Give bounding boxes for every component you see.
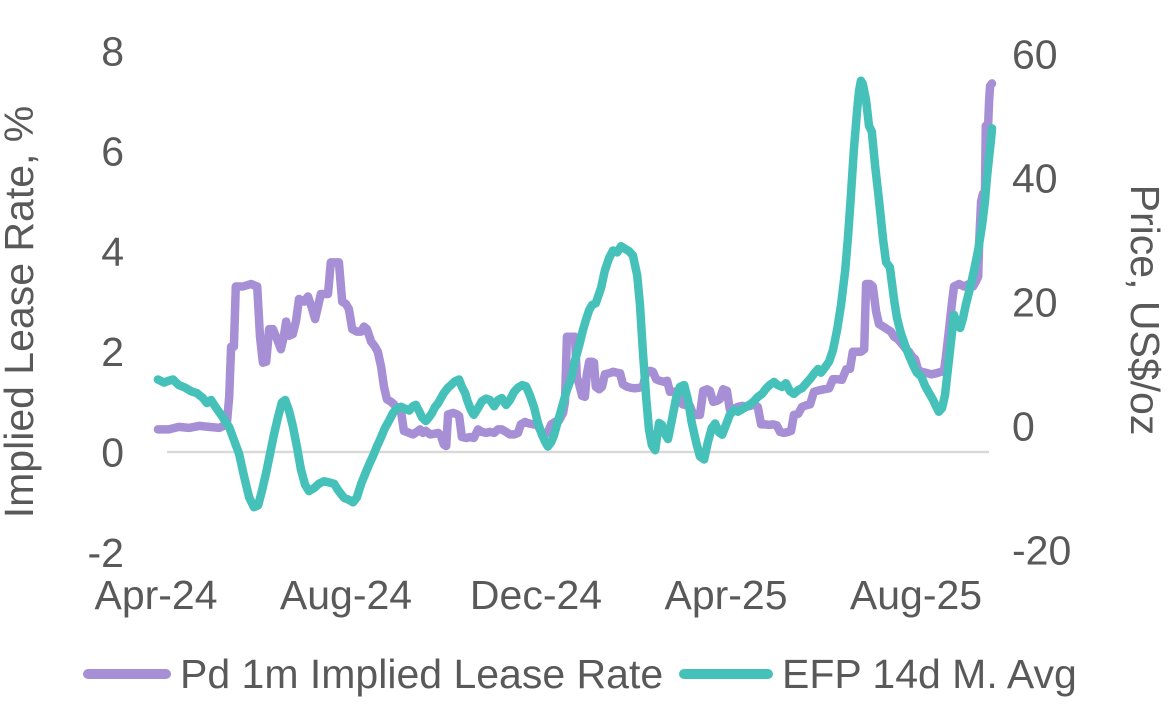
right-axis-title: Price, US$/oz (1122, 185, 1168, 436)
left-axis-tick-label: 2 (101, 329, 124, 375)
right-axis-tick-label: 20 (1012, 280, 1058, 326)
right-axis-tick-label: 0 (1012, 404, 1035, 450)
left-axis-tick-labels: 8 6 4 2 0 -2 (88, 28, 124, 576)
x-axis-tick-label: Aug-24 (280, 572, 412, 618)
x-axis-tick-label: Apr-25 (664, 572, 787, 618)
series-line-lease-rate (153, 79, 997, 451)
legend-item: Pd 1m Implied Lease Rate (83, 651, 663, 697)
x-axis-tick-label: Dec-24 (470, 572, 602, 618)
legend-item-label: Pd 1m Implied Lease Rate (180, 651, 663, 697)
legend-item: EFP 14d M. Avg (679, 651, 1077, 697)
left-axis-tick-label: 6 (101, 129, 124, 175)
left-axis-title: Implied Lease Rate, % (0, 106, 42, 519)
left-axis-tick-label: 0 (101, 430, 124, 476)
x-axis-tick-labels: Apr-24 Aug-24 Dec-24 Apr-25 Aug-25 (94, 572, 982, 618)
right-axis-tick-labels: 60 40 20 0 -20 (1012, 32, 1071, 574)
x-axis-tick-label: Aug-25 (850, 572, 982, 618)
legend: Pd 1m Implied Lease Rate EFP 14d M. Avg (83, 651, 1077, 697)
left-axis-tick-label: 8 (101, 28, 124, 74)
left-axis-tick-label: 4 (101, 229, 124, 275)
right-axis-tick-label: 60 (1012, 32, 1058, 78)
right-axis-tick-label: -20 (1012, 528, 1071, 574)
legend-item-label: EFP 14d M. Avg (782, 651, 1077, 697)
right-axis-tick-label: 40 (1012, 156, 1058, 202)
x-axis-tick-label: Apr-24 (94, 572, 217, 618)
series-lines (153, 76, 997, 512)
left-axis-tick-label: -2 (88, 530, 124, 576)
series-line-efp-avg (153, 76, 997, 512)
